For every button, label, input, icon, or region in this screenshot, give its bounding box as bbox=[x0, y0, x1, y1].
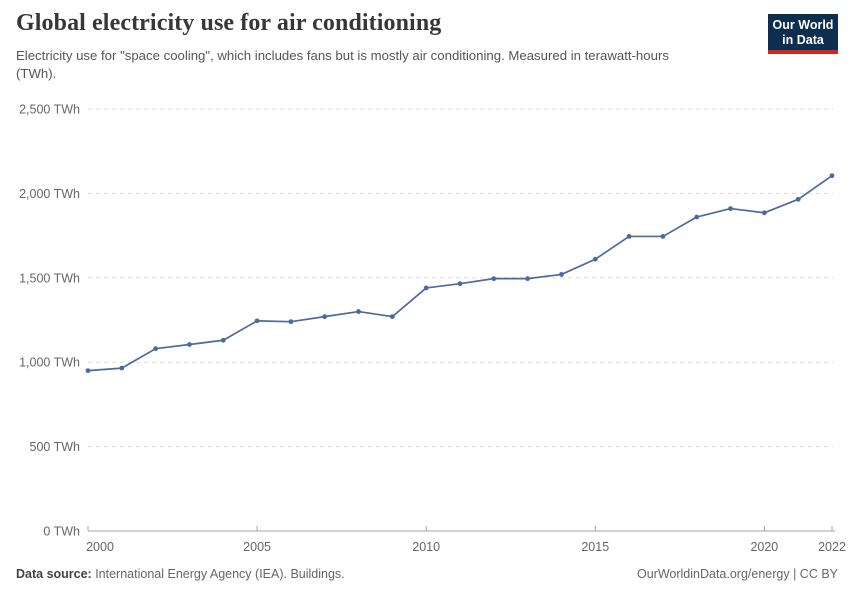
data-point bbox=[220, 337, 226, 343]
page-title: Global electricity use for air condition… bbox=[16, 10, 442, 36]
data-point bbox=[592, 256, 598, 262]
data-point bbox=[728, 206, 733, 211]
data-point bbox=[254, 318, 260, 324]
chart-subtitle: Electricity use for "space cooling", whi… bbox=[16, 48, 669, 81]
x-tick-label: 2000 bbox=[86, 540, 114, 554]
data-point bbox=[660, 234, 666, 239]
line-chart: 0 TWh 500 TWh 1,000 TWh 1,500 TWh 2,000 TWh 2… bbox=[19, 103, 846, 555]
y-tick-label: 1,500 TWh bbox=[19, 271, 80, 285]
data-point bbox=[423, 285, 429, 291]
data-point bbox=[795, 196, 801, 202]
credit-link[interactable]: OurWorldinData.org/energy | CC BY bbox=[636, 567, 838, 581]
owid-logo[interactable]: Our World in Data bbox=[768, 14, 838, 54]
data-point bbox=[187, 342, 192, 347]
data-point bbox=[829, 173, 835, 179]
owid-logo-line2: in Data bbox=[782, 32, 824, 47]
chart-footer: Data source: International Energy Agency… bbox=[16, 567, 838, 581]
y-tick-label: 500 TWh bbox=[30, 440, 81, 454]
data-point bbox=[694, 214, 700, 220]
x-tick-label: 2005 bbox=[243, 540, 271, 554]
data-source-label: Data source: bbox=[16, 567, 92, 581]
data-source-text: International Energy Agency (IEA). Build… bbox=[91, 567, 345, 581]
data-point bbox=[626, 234, 632, 239]
data-point bbox=[389, 314, 395, 320]
data-point bbox=[288, 319, 294, 325]
data-source: Data source: International Energy Agency… bbox=[16, 567, 345, 581]
data-point bbox=[119, 365, 125, 371]
owid-logo-line1: Our World bbox=[772, 18, 834, 32]
x-tick-label: 2015 bbox=[581, 540, 609, 554]
data-point bbox=[85, 368, 91, 374]
y-tick-label: 1,000 TWh bbox=[19, 356, 80, 370]
x-tick-label: 2022 bbox=[818, 540, 846, 554]
data-point bbox=[761, 210, 767, 216]
series-line bbox=[87, 174, 833, 372]
y-tick-label: 2,000 TWh bbox=[19, 187, 80, 201]
y-tick-label: 0 TWh bbox=[43, 525, 80, 539]
data-point bbox=[525, 276, 531, 282]
x-tick-label: 2010 bbox=[412, 540, 440, 554]
data-point bbox=[457, 281, 463, 287]
data-point bbox=[491, 276, 497, 282]
data-point bbox=[153, 346, 159, 352]
y-tick-label: 2,500 TWh bbox=[19, 103, 80, 117]
data-point bbox=[559, 272, 564, 277]
data-point bbox=[356, 309, 361, 314]
data-point bbox=[322, 314, 328, 320]
x-tick-label: 2020 bbox=[750, 540, 778, 554]
